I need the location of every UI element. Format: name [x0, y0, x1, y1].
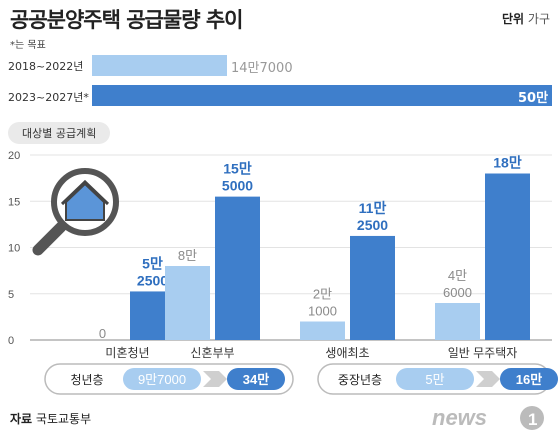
from-value: 5만 [425, 372, 444, 387]
bar-value-label: 2만 [313, 287, 332, 302]
period-label-2: 2023~2027년* [8, 91, 89, 104]
unit-value: 가구 [527, 12, 550, 26]
y-tick-label: 10 [8, 243, 20, 255]
bar-value-label: 18만 [493, 155, 522, 171]
to-value-pill [500, 368, 558, 390]
bar-value-label: 1000 [308, 304, 337, 319]
bar [165, 266, 210, 340]
bar [435, 303, 480, 340]
comparison-value-1: 14만7000 [231, 61, 293, 76]
to-value-pill [227, 368, 285, 390]
comparison-bar-1 [92, 55, 227, 76]
group-name: 중장년층 [338, 373, 382, 387]
y-tick-label: 5 [8, 289, 14, 301]
magnifier-house-icon [32, 168, 119, 256]
bar-value-label: 2500 [137, 272, 168, 288]
comparison-value-2: 50만 [518, 91, 549, 106]
svg-text:1: 1 [528, 410, 537, 429]
y-tick-label: 20 [8, 150, 20, 162]
y-tick-label: 15 [8, 196, 20, 208]
bar-value-label: 6000 [443, 285, 472, 300]
bar [300, 321, 345, 340]
bar [350, 235, 395, 340]
to-value: 34만 [243, 372, 269, 387]
svg-text:news: news [432, 405, 487, 430]
to-value: 16만 [516, 372, 542, 387]
bar-value-label: 15만 [223, 161, 252, 177]
y-tick-label: 0 [8, 335, 14, 347]
from-value: 9만7000 [138, 372, 186, 387]
group-name: 청년층 [70, 373, 103, 387]
category-label: 미혼청년 [105, 346, 149, 360]
target-note: *는 목표 [10, 40, 46, 51]
bar [485, 173, 530, 340]
bar [215, 196, 260, 340]
news1-logo: news 1 [432, 404, 552, 432]
footer-source: 자료 국토교통부 [10, 412, 92, 426]
bar-value-label: 5만 [142, 255, 163, 271]
arrow-icon [476, 371, 500, 387]
bar-value-label: 8만 [178, 248, 197, 263]
section-label: 대상별 공급계획 [8, 122, 111, 144]
bar-value-label: 0 [99, 326, 106, 341]
bar-value-label: 4만 [448, 268, 467, 283]
comparison-bar-2 [92, 85, 552, 106]
from-value-pill [123, 368, 201, 390]
category-label: 신혼부부 [190, 346, 234, 360]
bar-value-label: 11만 [359, 200, 387, 216]
bar-value-label: 2500 [357, 217, 388, 233]
arrow-icon [203, 371, 227, 387]
from-value-pill [396, 368, 474, 390]
bar-value-label: 5000 [222, 178, 253, 194]
unit-label: 단위 가구 [501, 12, 550, 26]
chart-title: 공공분양주택 공급물량 추이 [10, 8, 243, 32]
category-label: 일반 무주택자 [448, 346, 518, 360]
category-label: 생애최초 [325, 346, 369, 360]
period-label-1: 2018~2022년 [8, 60, 84, 73]
